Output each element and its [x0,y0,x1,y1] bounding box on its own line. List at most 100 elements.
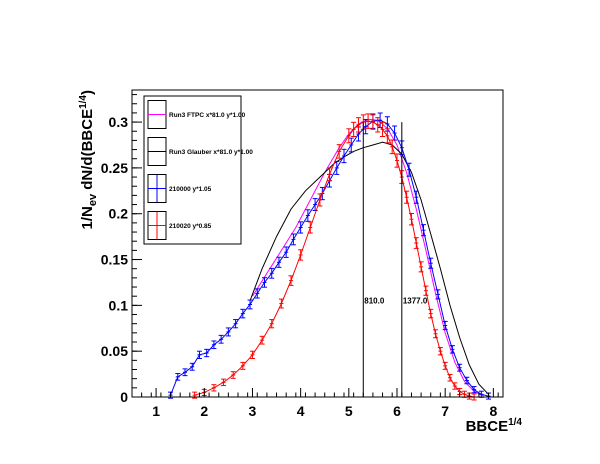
data-point [404,190,410,204]
data-point [461,390,467,398]
marker-label-1: 1377.0 [403,297,428,306]
data-point [221,378,227,387]
data-point [449,345,455,354]
data-point [351,121,357,137]
data-point [298,249,304,261]
x-tick-label-1: 2 [200,403,208,419]
data-point [276,256,282,268]
data-point [283,246,289,258]
data-point [408,212,414,226]
data-point [437,346,443,356]
y-tick-label-6: 0.3 [109,114,129,130]
y-tick-label-2: 0.1 [109,297,129,313]
y-axis-title-sub: ev [87,193,99,206]
data-point [418,261,424,273]
y-tick-label-0: 0 [120,389,128,405]
plot-frame [131,89,504,398]
data-point [269,267,275,279]
y-axis-title-post: ) [79,90,96,95]
data-point [288,275,294,286]
y-axis-title-pre: 1/N [79,206,96,229]
data-point [363,119,369,135]
legend-entry-3: 210020 y*0.85 [147,211,212,240]
marker-label-0: 810.0 [364,297,385,306]
data-point [307,221,313,234]
data-point [355,117,361,133]
data-point [341,148,347,164]
data-point [240,308,246,319]
data-point [452,382,458,390]
data-point [240,361,246,370]
data-point [375,117,381,133]
data-point [278,298,284,309]
data-point [204,348,210,358]
y-axis-title-mid: dN/d(BBCE [79,109,96,194]
data-point [233,319,239,329]
data-point [394,153,400,168]
y-axis-title-sup: 1/4 [78,95,89,109]
y-tick-label-5: 0.25 [101,160,128,176]
legend-entry-0: Run3 FTPC x*81.0 y*1.00 [147,100,246,129]
data-point [327,167,333,182]
y-tick-label-1: 0.05 [101,343,128,359]
data-point [348,137,354,153]
data-point [269,319,275,329]
data-point [413,190,419,204]
data-point [471,386,477,394]
data-point [211,384,217,392]
x-axis-title: BBCE1/4 [466,417,523,435]
x-tick-label-4: 5 [345,403,353,419]
x-tick-label-5: 6 [393,403,401,419]
series-run3-glauber-x-81-0-y-1-00 [249,141,489,395]
series-line-1 [249,141,489,395]
data-point [435,289,441,300]
data-point [182,368,188,377]
axes: 1 2 3 4 5 6 7 8 0 0.05 0.1 0.15 0.2 0.25 0.3 [101,94,499,419]
annotations: 810.0 1377.0 [362,122,428,397]
data-point [336,144,342,159]
data-point [298,221,304,234]
data-point [442,361,448,370]
x-tick-label-6: 7 [441,403,449,419]
data-point [365,113,371,129]
data-point [447,373,453,382]
data-point [259,335,265,345]
data-point [175,373,181,381]
data-point [196,350,202,359]
data-point [380,121,386,137]
x-axis-title-sup: 1/4 [508,417,522,428]
data-point [230,371,236,379]
data-point [249,350,255,359]
data-point [211,340,217,350]
y-axis-title: 1/Nev dN/d(BBCE1/4) [78,90,99,230]
data-point [370,114,376,130]
x-tick-label-2: 3 [249,403,257,419]
legend-entry-1: Run3 Glauber x*81.0 y*1.00 [147,137,253,166]
data-point [305,209,311,222]
data-point [464,376,470,385]
data-point [218,334,224,344]
data-point [225,327,231,337]
data-point [384,128,390,144]
legend: Run3 FTPC x*81.0 y*1.00 Run3 Glauber x*81… [143,95,253,245]
legend-box [143,95,242,245]
data-point [423,285,429,296]
data-point [247,299,253,310]
data-point [406,162,412,177]
y-tick-label-3: 0.15 [101,252,128,268]
x-axis-title-main: BBCE [466,418,509,435]
legend-label-2: 210000 y*1.05 [169,186,212,193]
data-point [189,362,195,371]
data-point [457,363,463,372]
legend-label-0: Run3 FTPC x*81.0 y*1.00 [169,112,246,119]
data-point [317,193,323,207]
data-point [433,329,439,339]
legend-label-3: 210020 y*0.85 [169,223,212,230]
data-point [346,128,352,144]
y-tick-label-4: 0.2 [109,206,129,222]
legend-entry-2: 210000 y*1.05 [147,174,212,203]
data-point [262,277,267,288]
data-point [428,308,434,319]
data-point [428,257,434,269]
